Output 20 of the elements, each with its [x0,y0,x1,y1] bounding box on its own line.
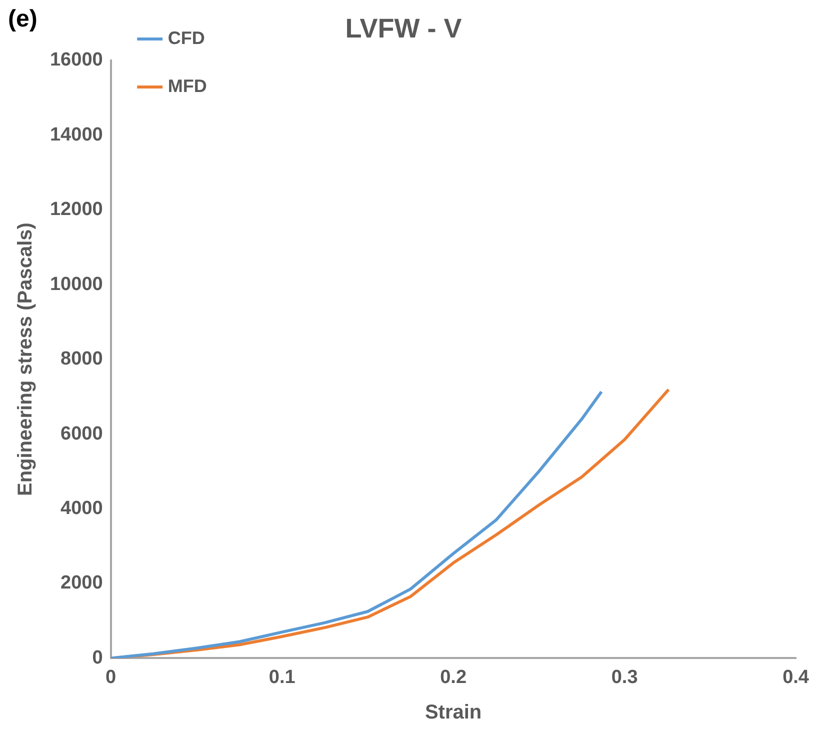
y-tick-label: 10000 [50,274,103,295]
x-tick-label: 0 [106,666,116,688]
y-tick-label: 14000 [50,124,103,146]
chart-title: LVFW - V [345,14,462,44]
y-tick-label: 16000 [50,50,103,71]
y-tick-label: 2000 [60,572,103,594]
y-tick-label: 12000 [50,199,103,220]
y-axis-title: Engineering stress (Pascals) [14,222,37,496]
x-tick-label: 0.4 [782,666,810,688]
x-axis-title: Strain [424,702,482,724]
y-tick-label: 0 [92,647,103,668]
y-tick-label: 4000 [60,498,103,519]
x-tick-label: 0.3 [611,666,638,688]
legend-label: CFD [168,28,205,48]
text: (e) [8,6,38,33]
y-tick-label: 8000 [60,348,103,370]
x-tick-label: 0.1 [268,666,296,688]
legend-label: MFD [168,76,207,96]
x-tick-label: 0.2 [440,666,467,688]
y-tick-label: 6000 [60,423,103,444]
